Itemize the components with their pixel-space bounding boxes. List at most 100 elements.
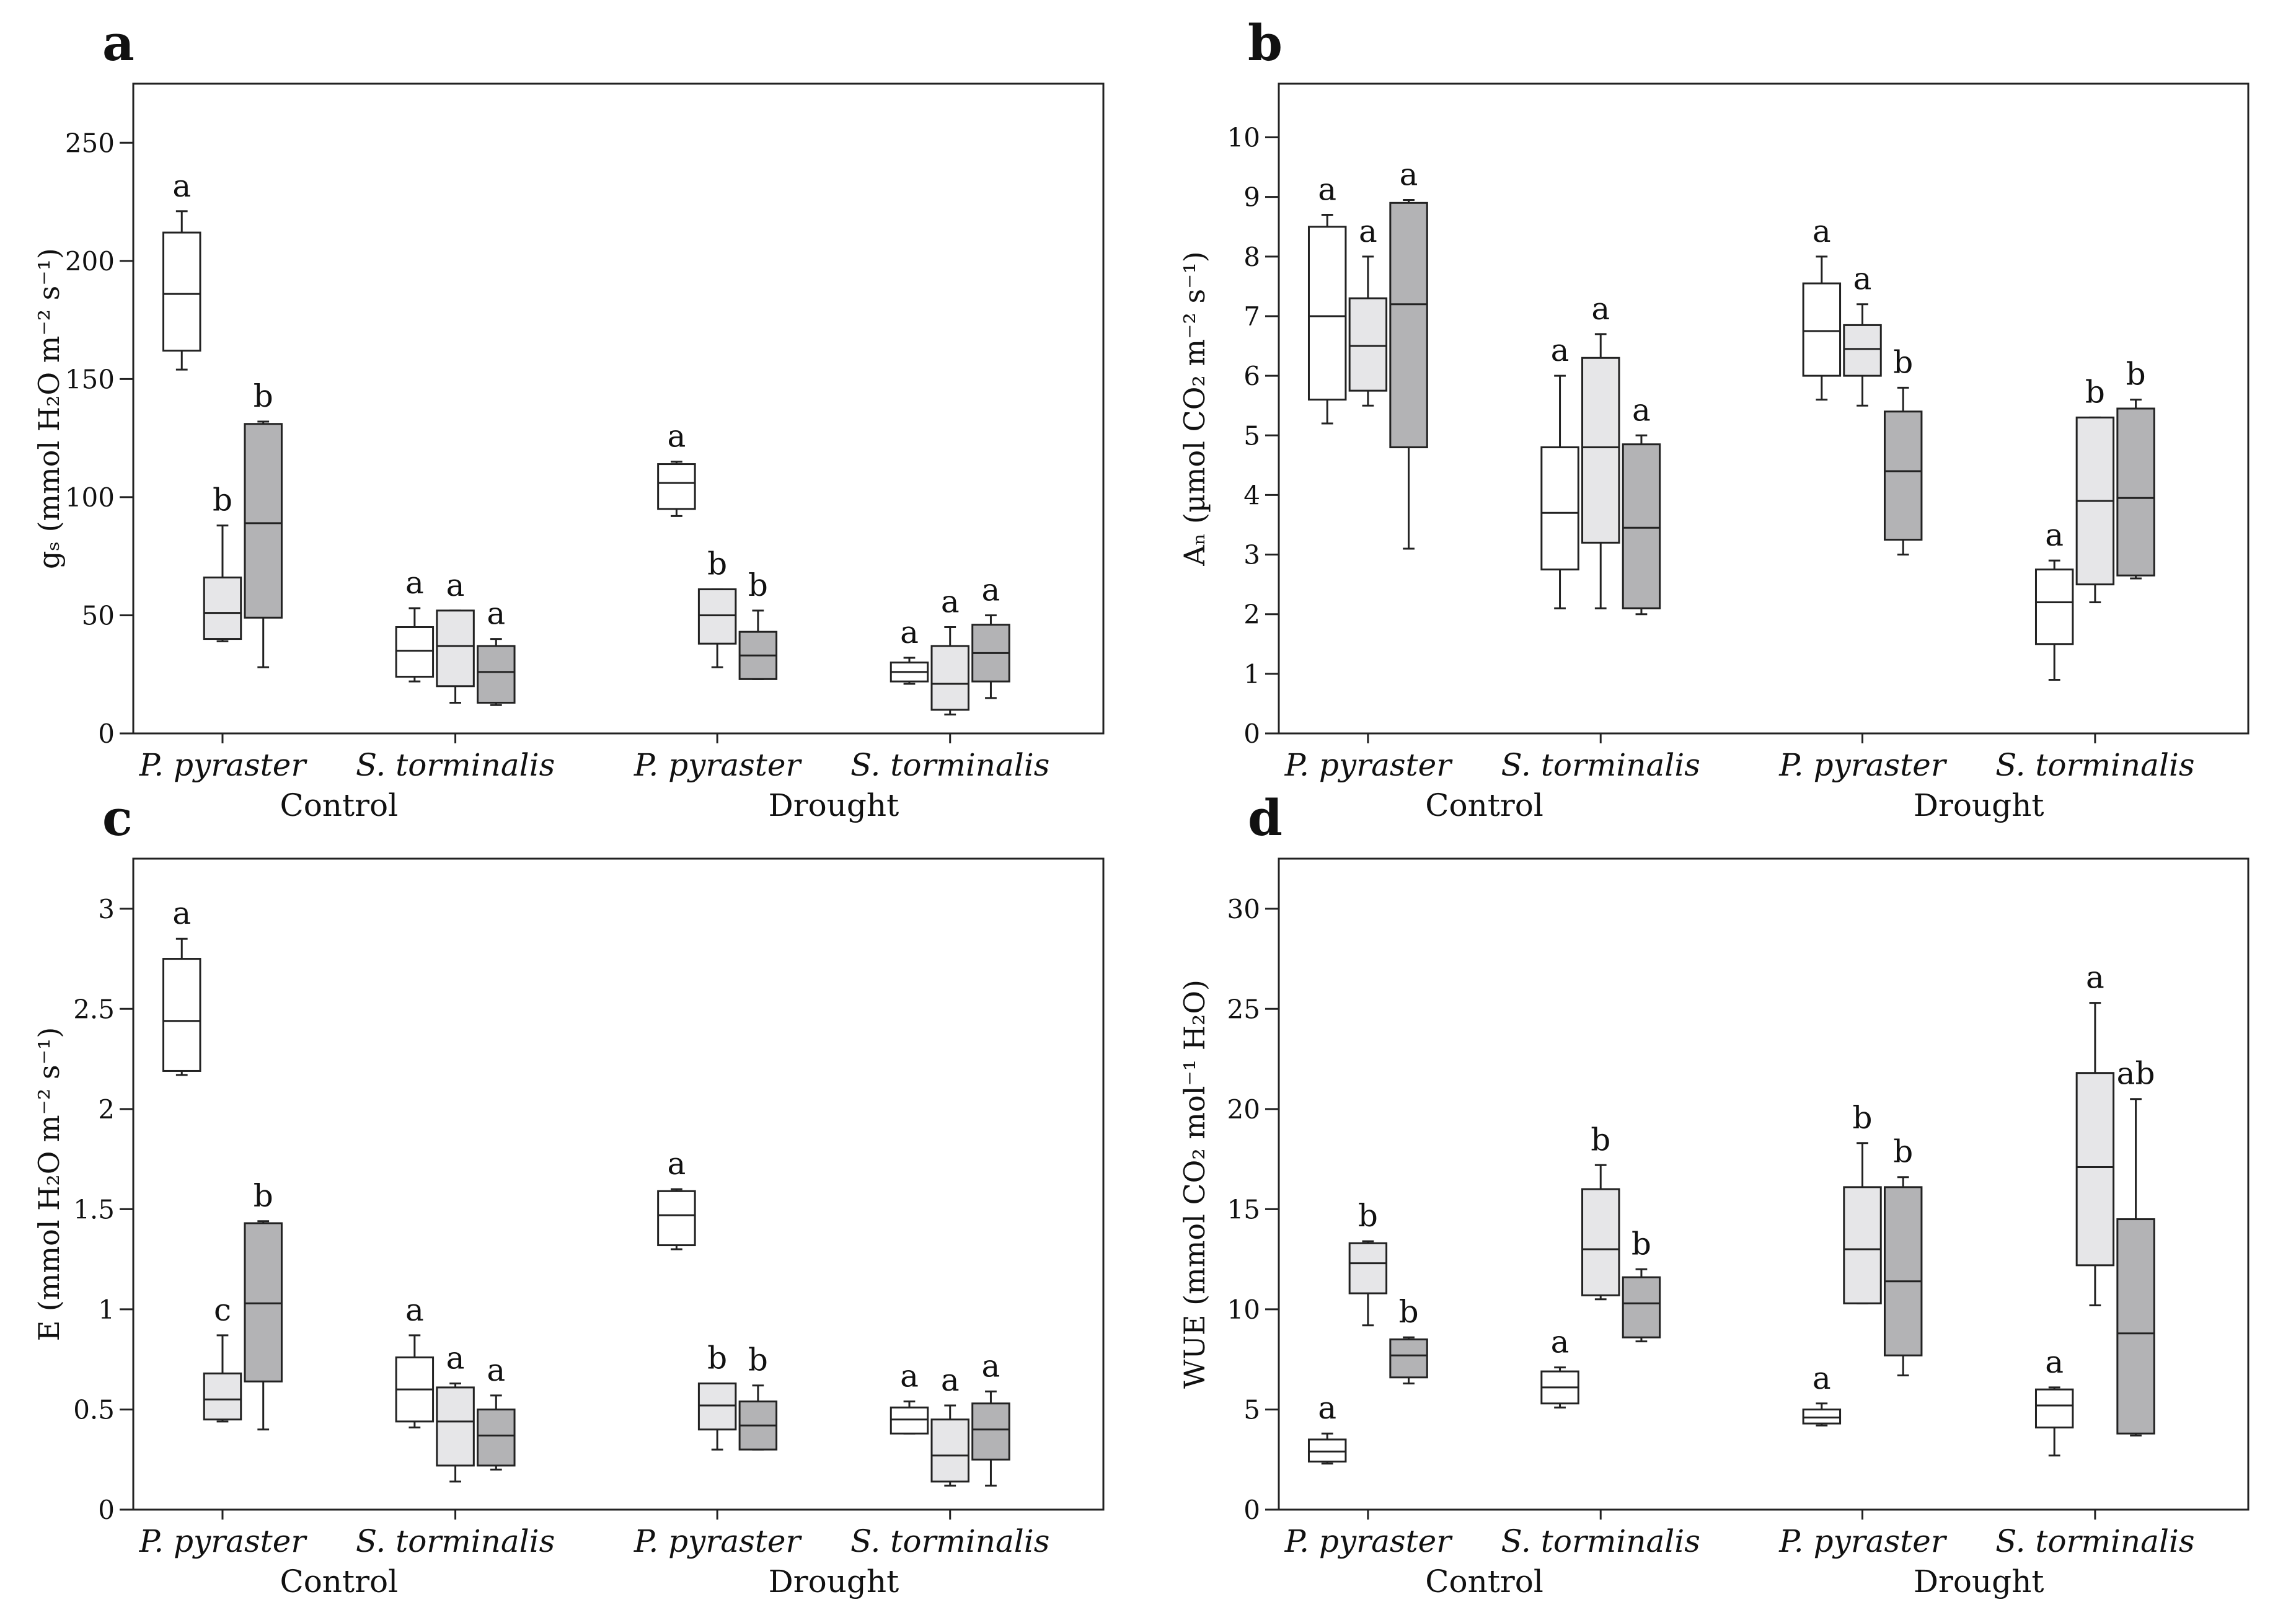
box-plot: a bbox=[657, 418, 696, 517]
box-plot: a bbox=[890, 614, 929, 685]
category-label: S. torminalis bbox=[356, 1523, 555, 1559]
plot-frame bbox=[1278, 857, 2250, 1511]
y-tick-label: 4 bbox=[1243, 480, 1260, 510]
group-label: Drought bbox=[1914, 787, 2044, 823]
box-plot: b bbox=[1884, 1134, 1923, 1377]
significance-letter: a bbox=[1318, 172, 1336, 208]
y-tick-label: 0 bbox=[1243, 719, 1260, 749]
iqr-box bbox=[2116, 407, 2155, 577]
significance-letter: b bbox=[1399, 1294, 1419, 1330]
box-plot: a bbox=[2034, 1344, 2074, 1457]
y-tick-label: 100 bbox=[65, 482, 115, 513]
box-plot: a bbox=[477, 596, 516, 706]
box-plot: a bbox=[1540, 332, 1579, 609]
box-plot: a bbox=[395, 565, 435, 683]
y-tick-label: 2 bbox=[1243, 600, 1260, 630]
iqr-box bbox=[1884, 1186, 1923, 1356]
group-label: Control bbox=[1425, 1564, 1543, 1600]
box-plot: b bbox=[244, 1178, 283, 1431]
y-tick-label: 9 bbox=[1243, 182, 1260, 213]
box-plot: b bbox=[1581, 1122, 1620, 1301]
iqr-box bbox=[244, 423, 283, 619]
panel-label: c bbox=[102, 789, 133, 847]
significance-letter: b bbox=[748, 567, 768, 603]
significance-letter: b bbox=[1893, 344, 1913, 380]
significance-letter: a bbox=[2086, 960, 2104, 996]
significance-letter: b bbox=[1893, 1134, 1913, 1170]
box-plot: a bbox=[436, 1340, 475, 1483]
y-tick-label: 0 bbox=[1243, 1495, 1260, 1525]
significance-letter: a bbox=[405, 1292, 424, 1328]
significance-letter: a bbox=[1813, 1360, 1831, 1396]
box-plot: a bbox=[395, 1292, 435, 1429]
iqr-box bbox=[1843, 324, 1882, 377]
significance-letter: a bbox=[1400, 156, 1418, 192]
significance-letter: a bbox=[1359, 213, 1377, 249]
category-label: S. torminalis bbox=[1501, 747, 1700, 783]
box-plot: a bbox=[2075, 960, 2115, 1306]
category-label: S. torminalis bbox=[1995, 1523, 2194, 1559]
y-tick-label: 6 bbox=[1243, 361, 1260, 391]
iqr-box bbox=[244, 1222, 283, 1383]
y-tick-label: 0.5 bbox=[73, 1394, 115, 1425]
significance-letter: b bbox=[748, 1342, 768, 1378]
significance-letter: a bbox=[1853, 261, 1872, 297]
y-tick-label: 0 bbox=[98, 719, 115, 749]
y-tick-label: 3 bbox=[98, 894, 115, 924]
y-tick-label: 7 bbox=[1243, 301, 1260, 332]
y-tick-label: 20 bbox=[1227, 1094, 1260, 1125]
box-plot: a bbox=[890, 1358, 929, 1435]
significance-letter: a bbox=[667, 418, 686, 454]
significance-letter: a bbox=[172, 168, 191, 204]
panel-b: b 0 1 2 3 4 5 6 7 8 9 10 Aₙ (µmol CO₂ m⁻² s⁻¹) P. pyr… bbox=[1178, 14, 2250, 823]
box-plot: b bbox=[738, 1342, 778, 1451]
significance-letter: a bbox=[2045, 1344, 2064, 1380]
y-axis-label: WUE (mmol CO₂ mol⁻¹ H₂O) bbox=[1178, 980, 1211, 1389]
iqr-box bbox=[1581, 356, 1620, 544]
significance-letter: a bbox=[667, 1146, 686, 1182]
box-plot: ab bbox=[2116, 1056, 2155, 1436]
y-tick-label: 200 bbox=[65, 246, 115, 277]
box-plot: a bbox=[1581, 291, 1620, 609]
panel-label: d bbox=[1248, 789, 1283, 847]
group-label: Control bbox=[1425, 787, 1543, 823]
iqr-box bbox=[1389, 201, 1428, 448]
significance-letter: a bbox=[1318, 1390, 1336, 1426]
category-label: S. torminalis bbox=[1995, 747, 2194, 783]
box-plot: b bbox=[1622, 1226, 1661, 1343]
significance-letter: b bbox=[2126, 356, 2146, 392]
group-label: Drought bbox=[769, 1564, 899, 1600]
y-tick-label: 30 bbox=[1227, 894, 1260, 924]
box-plot: a bbox=[1307, 1390, 1347, 1465]
box-plot: b bbox=[1884, 344, 1923, 556]
y-tick-label: 2.5 bbox=[73, 994, 115, 1024]
box-plot: b bbox=[244, 378, 283, 668]
significance-letter: a bbox=[941, 584, 960, 620]
box-plot: b bbox=[203, 482, 242, 642]
box-plot: a bbox=[162, 168, 201, 371]
panel-c: c 0 0.5 1 1.5 2 2.5 3 E (mmol H₂O m⁻² s⁻¹) P. pyr… bbox=[32, 789, 1105, 1600]
iqr-box bbox=[1884, 410, 1923, 541]
significance-letter: b bbox=[1358, 1198, 1378, 1234]
significance-letter: b bbox=[254, 1178, 273, 1214]
group-label: Control bbox=[280, 1564, 398, 1600]
iqr-box bbox=[930, 1418, 969, 1483]
significance-letter: b bbox=[1591, 1122, 1610, 1157]
y-tick-label: 250 bbox=[65, 128, 115, 158]
y-tick-label: 10 bbox=[1227, 123, 1260, 153]
y-tick-label: 3 bbox=[1243, 540, 1260, 570]
significance-letter: a bbox=[941, 1362, 960, 1398]
significance-letter: c bbox=[214, 1292, 231, 1328]
iqr-box bbox=[1802, 1408, 1842, 1425]
significance-letter: b bbox=[1853, 1100, 1873, 1136]
iqr-box bbox=[1540, 446, 1579, 571]
iqr-box bbox=[1348, 1242, 1388, 1294]
y-axis-label: E (mmol H₂O m⁻² s⁻¹) bbox=[32, 1027, 66, 1342]
box-plot: a bbox=[930, 1362, 969, 1487]
significance-letter: a bbox=[1591, 291, 1610, 327]
box-plot: b bbox=[738, 567, 778, 680]
iqr-box bbox=[1622, 443, 1661, 609]
box-plot: a bbox=[1348, 213, 1388, 407]
box-plot: a bbox=[971, 1348, 1010, 1487]
iqr-box bbox=[1802, 282, 1842, 377]
